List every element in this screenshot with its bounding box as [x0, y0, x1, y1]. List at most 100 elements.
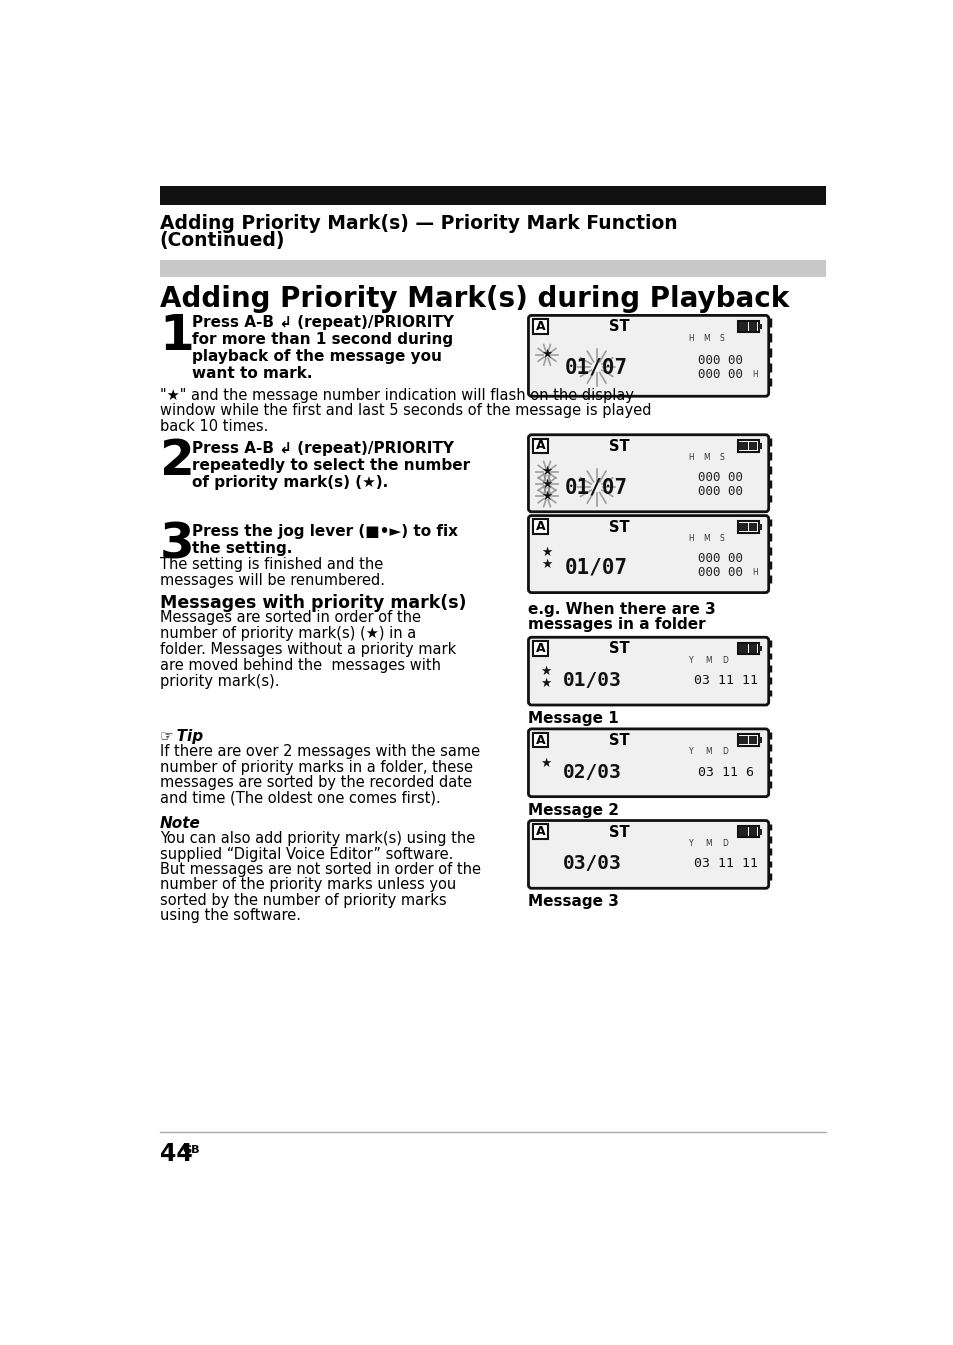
- Bar: [533, 519, 547, 534]
- Text: A: A: [535, 320, 545, 334]
- Text: 02/03: 02/03: [562, 763, 620, 781]
- Bar: [739, 644, 742, 652]
- Bar: [737, 826, 759, 838]
- Text: Press A-B ↲ (repeat)/PRIORITY: Press A-B ↲ (repeat)/PRIORITY: [192, 441, 454, 456]
- Text: M: M: [704, 656, 711, 664]
- Text: 000 00: 000 00: [698, 566, 742, 580]
- Text: 01/07: 01/07: [564, 358, 628, 377]
- Text: A: A: [535, 440, 545, 452]
- Bar: [748, 827, 752, 837]
- Bar: [753, 441, 757, 451]
- Text: 000 00: 000 00: [698, 355, 742, 367]
- Text: (Continued): (Continued): [159, 231, 285, 250]
- Text: ★: ★: [541, 490, 552, 503]
- Text: ST: ST: [609, 438, 629, 453]
- Bar: [753, 827, 757, 837]
- Text: If there are over 2 messages with the same: If there are over 2 messages with the sa…: [159, 744, 479, 760]
- Text: 01/07: 01/07: [564, 558, 628, 578]
- Text: ☞ Tip: ☞ Tip: [159, 729, 202, 744]
- Text: using the software.: using the software.: [159, 908, 300, 923]
- Text: ★: ★: [539, 756, 551, 769]
- FancyBboxPatch shape: [528, 515, 768, 593]
- Bar: [533, 642, 547, 656]
- Text: 03/03: 03/03: [562, 854, 620, 873]
- Bar: [759, 443, 760, 449]
- Text: are moved behind the  messages with: are moved behind the messages with: [159, 658, 440, 672]
- Text: Y: Y: [688, 656, 693, 664]
- Text: GB: GB: [183, 1146, 200, 1155]
- Text: 2: 2: [159, 437, 194, 486]
- Text: But messages are not sorted in order of the: But messages are not sorted in order of …: [159, 862, 480, 877]
- Text: Adding Priority Mark(s) during Playback: Adding Priority Mark(s) during Playback: [159, 285, 788, 312]
- Bar: [748, 441, 752, 451]
- Bar: [739, 827, 742, 837]
- Text: "★" and the message number indication will flash on the display: "★" and the message number indication wi…: [159, 387, 633, 402]
- Text: M: M: [704, 839, 711, 849]
- Text: Messages are sorted in order of the: Messages are sorted in order of the: [159, 609, 420, 624]
- Text: e.g. When there are 3: e.g. When there are 3: [528, 601, 716, 617]
- Bar: [759, 525, 760, 530]
- Text: H: H: [688, 453, 694, 463]
- Text: ★: ★: [541, 558, 552, 572]
- Text: Messages with priority mark(s): Messages with priority mark(s): [159, 594, 466, 612]
- Bar: [759, 324, 760, 330]
- Text: sorted by the number of priority marks: sorted by the number of priority marks: [159, 893, 446, 908]
- Text: M: M: [702, 453, 709, 463]
- FancyBboxPatch shape: [528, 729, 768, 796]
- Text: supplied “Digital Voice Editor” software.: supplied “Digital Voice Editor” software…: [159, 847, 453, 862]
- Text: Message 1: Message 1: [528, 712, 618, 726]
- Bar: [737, 440, 759, 452]
- Text: folder. Messages without a priority mark: folder. Messages without a priority mark: [159, 642, 456, 656]
- Bar: [748, 736, 752, 744]
- Text: want to mark.: want to mark.: [192, 366, 313, 381]
- Text: 000 00: 000 00: [698, 369, 742, 382]
- Text: for more than 1 second during: for more than 1 second during: [192, 332, 453, 347]
- FancyBboxPatch shape: [528, 820, 768, 888]
- Text: the setting.: the setting.: [192, 541, 293, 555]
- Text: messages will be renumbered.: messages will be renumbered.: [159, 573, 384, 588]
- Bar: [743, 736, 747, 744]
- Bar: [739, 323, 742, 331]
- Text: ★: ★: [539, 677, 551, 690]
- Text: H: H: [688, 534, 694, 543]
- Bar: [739, 441, 742, 451]
- Text: D: D: [721, 748, 727, 756]
- Text: 03 11 11: 03 11 11: [694, 857, 758, 870]
- Text: ST: ST: [609, 733, 629, 748]
- Bar: [737, 734, 759, 746]
- Text: You can also add priority mark(s) using the: You can also add priority mark(s) using …: [159, 831, 475, 846]
- Text: M: M: [702, 534, 709, 543]
- Text: D: D: [721, 656, 727, 664]
- FancyBboxPatch shape: [528, 315, 768, 397]
- Bar: [743, 522, 747, 531]
- Bar: [743, 441, 747, 451]
- Text: A: A: [535, 521, 545, 533]
- Text: playback of the message you: playback of the message you: [192, 350, 441, 364]
- Bar: [743, 827, 747, 837]
- Text: M: M: [704, 748, 711, 756]
- Bar: [159, 186, 825, 204]
- Bar: [737, 521, 759, 533]
- Text: ★: ★: [539, 664, 551, 678]
- Text: H: H: [751, 568, 757, 577]
- Text: Note: Note: [159, 816, 200, 831]
- Text: Press A-B ↲ (repeat)/PRIORITY: Press A-B ↲ (repeat)/PRIORITY: [192, 315, 454, 331]
- Text: 000 00: 000 00: [698, 486, 742, 498]
- Text: repeatedly to select the number: repeatedly to select the number: [192, 457, 470, 473]
- Text: S: S: [720, 334, 724, 343]
- Text: ST: ST: [609, 642, 629, 656]
- Bar: [748, 644, 752, 652]
- Text: ★: ★: [541, 348, 552, 362]
- Text: A: A: [535, 826, 545, 838]
- Text: messages in a folder: messages in a folder: [528, 617, 705, 632]
- Text: 03 11 11: 03 11 11: [694, 674, 758, 687]
- FancyBboxPatch shape: [528, 638, 768, 705]
- Text: number of priority marks in a folder, these: number of priority marks in a folder, th…: [159, 760, 472, 775]
- Text: 1: 1: [159, 312, 194, 359]
- Bar: [739, 522, 742, 531]
- Text: ★: ★: [541, 465, 552, 479]
- Bar: [759, 646, 760, 651]
- Text: A: A: [535, 642, 545, 655]
- Bar: [748, 522, 752, 531]
- Bar: [753, 522, 757, 531]
